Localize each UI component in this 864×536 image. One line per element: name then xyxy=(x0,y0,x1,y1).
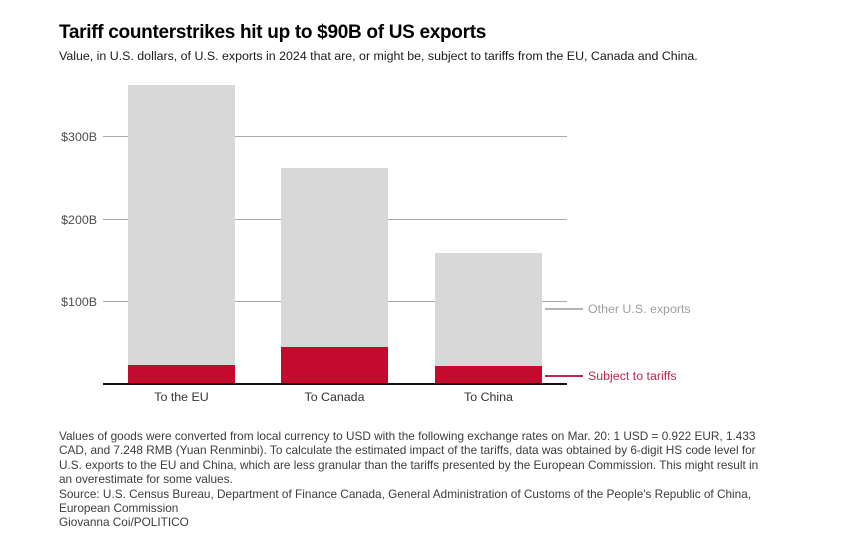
y-tick-label-200: $200B xyxy=(61,212,97,227)
category-axis: To the EU To Canada To China xyxy=(103,390,567,408)
bar-to-the-eu xyxy=(128,55,235,384)
plot-area xyxy=(103,55,567,385)
other-exports-label: Other U.S. exports xyxy=(588,302,691,316)
segment-subject-to-tariffs xyxy=(281,347,388,384)
chart-subtitle: Value, in U.S. dollars, of U.S. exports … xyxy=(59,49,698,64)
subject-to-tariffs-label: Subject to tariffs xyxy=(588,369,677,383)
bar-to-canada xyxy=(281,55,388,384)
category-label-to-canada: To Canada xyxy=(304,390,365,404)
source-line: Source: U.S. Census Bureau, Department o… xyxy=(59,486,752,516)
gridline-300 xyxy=(103,136,567,138)
segment-other-u-s-exports xyxy=(435,252,542,366)
x-axis-baseline xyxy=(103,383,567,385)
segment-subject-to-tariffs xyxy=(435,365,542,384)
y-tick-label-100: $100B xyxy=(61,294,97,309)
y-tick-label-300: $300B xyxy=(61,130,97,145)
segment-other-u-s-exports xyxy=(128,84,235,366)
bar-to-china xyxy=(435,55,542,384)
y-axis: $100B $200B $300B xyxy=(37,55,97,384)
other-exports-leader-line xyxy=(545,308,583,310)
chart-footer: Values of goods were converted from loca… xyxy=(59,429,759,530)
category-label-to-china: To China xyxy=(464,390,513,404)
credit-line: Giovanna Coi/POLITICO xyxy=(59,515,189,530)
subject-to-tariffs-leader-line xyxy=(545,375,583,377)
category-label-to-the-eu: To the EU xyxy=(154,390,209,404)
chart-title: Tariff counterstrikes hit up to $90B of … xyxy=(59,21,487,43)
methodology-note: Values of goods were converted from loca… xyxy=(59,429,759,487)
segment-other-u-s-exports xyxy=(281,167,388,348)
segment-subject-to-tariffs xyxy=(128,365,235,384)
